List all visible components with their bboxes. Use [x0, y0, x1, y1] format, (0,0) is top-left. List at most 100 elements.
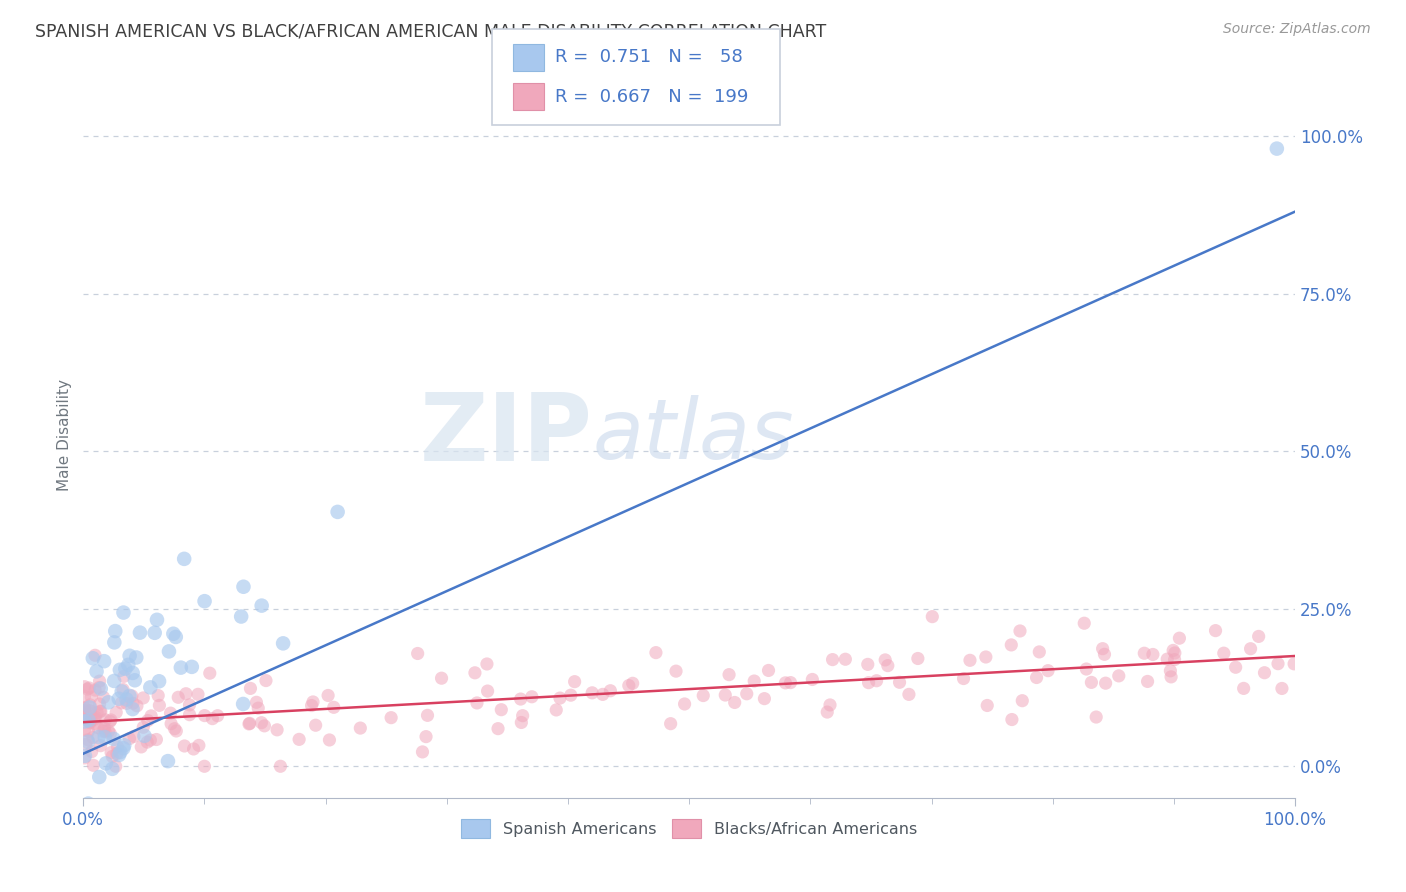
Point	[183, 742, 205, 756]
Point	[89, 674, 111, 689]
Point	[1212, 646, 1234, 660]
Point	[1163, 652, 1185, 666]
Point	[512, 708, 534, 723]
Point	[89, 681, 111, 695]
Point	[159, 706, 181, 720]
Point	[821, 652, 844, 666]
Point	[411, 745, 433, 759]
Point	[132, 720, 155, 734]
Point	[659, 716, 682, 731]
Point	[465, 696, 488, 710]
Point	[80, 745, 103, 759]
Point	[83, 712, 105, 726]
Point	[509, 692, 531, 706]
Point	[1133, 646, 1156, 660]
Point	[564, 674, 586, 689]
Point	[105, 706, 128, 720]
Point	[1080, 675, 1102, 690]
Point	[1282, 657, 1305, 671]
Point	[1271, 681, 1294, 696]
Point	[974, 650, 997, 665]
Point	[90, 681, 112, 696]
Point	[673, 697, 696, 711]
Point	[79, 703, 101, 717]
Point	[98, 714, 121, 729]
Point	[112, 738, 135, 752]
Point	[238, 717, 260, 731]
Point	[112, 741, 135, 756]
Point	[477, 684, 499, 698]
Point	[692, 689, 714, 703]
Point	[86, 665, 108, 679]
Point	[94, 713, 117, 727]
Point	[73, 723, 96, 737]
Point	[87, 730, 110, 744]
Point	[1267, 657, 1289, 671]
Point	[79, 700, 101, 714]
Point	[94, 730, 117, 744]
Point	[250, 715, 273, 730]
Point	[87, 721, 110, 735]
Point	[818, 698, 841, 712]
Point	[75, 738, 97, 752]
Point	[145, 732, 167, 747]
Point	[77, 681, 100, 695]
Point	[77, 797, 100, 811]
Point	[148, 698, 170, 713]
Point	[170, 660, 193, 674]
Point	[1108, 669, 1130, 683]
Point	[77, 724, 100, 739]
Point	[165, 723, 187, 738]
Point	[1253, 665, 1275, 680]
Text: ZIP: ZIP	[419, 390, 592, 482]
Point	[1076, 662, 1098, 676]
Point	[253, 719, 276, 733]
Point	[114, 662, 136, 676]
Point	[77, 714, 100, 728]
Point	[834, 652, 856, 666]
Point	[101, 762, 124, 776]
Point	[97, 695, 120, 709]
Point	[198, 666, 221, 681]
Point	[486, 722, 509, 736]
Point	[1085, 710, 1108, 724]
Point	[621, 676, 644, 690]
Point	[1008, 624, 1031, 638]
Text: R =  0.751   N =   58: R = 0.751 N = 58	[555, 48, 744, 67]
Point	[129, 625, 152, 640]
Point	[91, 724, 114, 739]
Legend: Spanish Americans, Blacks/African Americans: Spanish Americans, Blacks/African Americ…	[456, 813, 924, 844]
Point	[187, 687, 209, 701]
Point	[121, 665, 143, 680]
Point	[94, 724, 117, 739]
Point	[207, 708, 229, 723]
Point	[107, 691, 129, 706]
Point	[76, 735, 98, 749]
Point	[79, 698, 101, 712]
Point	[110, 745, 132, 759]
Point	[73, 751, 96, 765]
Point	[94, 756, 117, 771]
Point	[79, 704, 101, 718]
Text: SPANISH AMERICAN VS BLACK/AFRICAN AMERICAN MALE DISABILITY CORRELATION CHART: SPANISH AMERICAN VS BLACK/AFRICAN AMERIC…	[35, 22, 827, 40]
Point	[160, 716, 183, 731]
Point	[148, 674, 170, 689]
Point	[1136, 674, 1159, 689]
Point	[416, 708, 439, 723]
Point	[115, 697, 138, 711]
Point	[84, 716, 107, 731]
Point	[110, 696, 132, 710]
Point	[1142, 648, 1164, 662]
Point	[254, 673, 277, 688]
Point	[326, 505, 349, 519]
Point	[103, 731, 125, 746]
Point	[125, 650, 148, 665]
Point	[121, 689, 143, 703]
Point	[134, 729, 156, 743]
Point	[921, 609, 943, 624]
Point	[73, 701, 96, 715]
Point	[117, 657, 139, 672]
Point	[959, 653, 981, 667]
Point	[714, 688, 737, 702]
Point	[80, 690, 103, 704]
